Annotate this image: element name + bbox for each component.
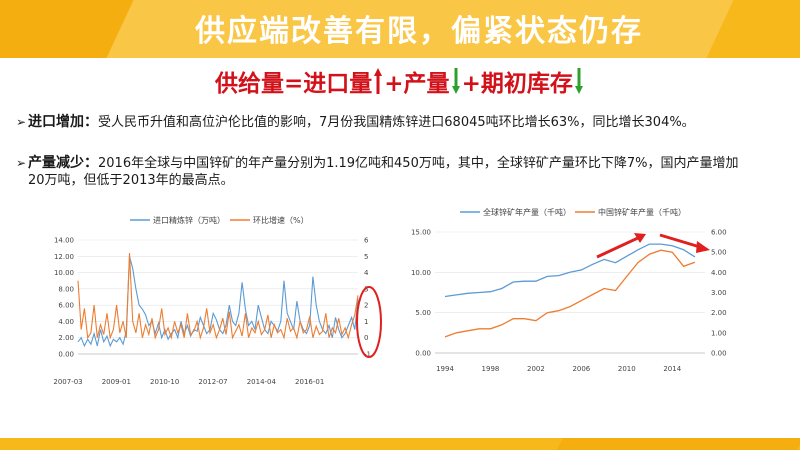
trend-arrow-up-icon [596, 233, 646, 259]
formula-part-inventory: +期初库存 [461, 71, 573, 97]
y-right-tick-label: 2 [364, 302, 368, 310]
y-right-tick-label: 1 [364, 318, 368, 326]
legend-china: 中国锌矿年产量（千吨） [598, 207, 686, 217]
bullet-arrow-icon: ➢ [16, 115, 27, 129]
arrow-down-icon [574, 68, 583, 94]
chart-legend: 全球锌矿年产量（千吨） 中国锌矿年产量（千吨） [460, 207, 686, 217]
y-axis-right: -1 0 1 2 3 4 5 6 [364, 237, 371, 359]
y-tick-label: 6.00 [58, 302, 74, 310]
x-tick-label: 2014-04 [247, 378, 277, 386]
footer-bar [0, 438, 800, 450]
bullet-import: ➢ 进口增加：受人民币升值和高位沪伦比值的影响，7月份我国精炼锌进口68045吨… [16, 114, 748, 131]
chart-legend: 进口精炼锌（万吨） 环比增速（%） [130, 215, 309, 225]
x-tick-label: 1998 [482, 365, 500, 373]
y-right-tick-label: 1.00 [711, 329, 727, 337]
y-right-tick-label: 5 [364, 253, 368, 261]
trend-arrow-down-icon [659, 233, 710, 253]
y-tick-label: 10.00 [411, 269, 431, 277]
supply-formula: 供给量=进口量 +产量 +期初库存 [215, 64, 585, 98]
x-tick-label: 2009-01 [102, 378, 131, 386]
footer-decoration [556, 438, 800, 450]
formula-part-import: 供给量=进口量 [215, 71, 373, 97]
arrow-down-icon [451, 68, 460, 94]
zinc-import-chart: 进口精炼锌（万吨） 环比增速（%） 0.002.004.006.008.0010… [53, 215, 382, 386]
series-line-china [444, 249, 696, 338]
y-axis-left: 0.00 2.00 4.00 6.00 8.00 10.00 12.00 14.00 [54, 237, 74, 359]
x-tick-label: 2016-01 [295, 378, 324, 386]
y-tick-label: 0.00 [415, 350, 431, 358]
x-tick-label: 2007-03 [53, 378, 82, 386]
bullet-heading: 产量减少： [28, 155, 98, 171]
x-tick-label: 2012-07 [198, 378, 227, 386]
y-tick-label: 4.00 [58, 318, 74, 326]
y-tick-label: 0.00 [58, 351, 74, 359]
y-right-tick-label: 4.00 [711, 269, 727, 277]
bullet-text: 2016年全球与中国锌矿的年产量分别为1.19亿吨和450万吨，其中，全球锌矿产… [28, 156, 739, 188]
y-tick-label: 15.00 [411, 229, 431, 237]
x-axis: 1994 1998 2002 2006 2010 2014 [435, 352, 705, 373]
y-right-tick-label: 3.00 [711, 289, 727, 297]
y-right-tick-label: 4 [364, 269, 369, 277]
x-tick-label: 1994 [436, 365, 454, 373]
series-line-global [444, 243, 696, 298]
legend-growth: 环比增速（%） [253, 215, 309, 225]
title-banner: 供应端改善有限，偏紧状态仍存 [0, 0, 800, 58]
x-tick-label: 2010 [618, 365, 636, 373]
legend-import: 进口精炼锌（万吨） [153, 215, 225, 225]
y-right-tick-label: 5.00 [711, 249, 727, 257]
x-tick-label: 2010-10 [150, 378, 179, 386]
y-right-tick-label: 0.00 [711, 350, 727, 358]
y-tick-label: 14.00 [54, 237, 74, 245]
y-right-tick-label: -1 [364, 351, 371, 359]
y-tick-label: 8.00 [58, 285, 74, 293]
formula-part-production: +产量 [384, 71, 450, 97]
legend-global: 全球锌矿年产量（千吨） [483, 207, 571, 217]
y-right-tick-label: 2.00 [711, 309, 727, 317]
series-line-import [77, 256, 359, 348]
bullet-heading: 进口增加： [28, 114, 98, 130]
zinc-production-chart: 全球锌矿年产量（千吨） 中国锌矿年产量（千吨） 0.00 5.00 10.00 15.… [411, 207, 727, 373]
x-axis: 2007-03 2009-01 2010-10 2012-07 2014-04 2016-… [53, 353, 358, 386]
bullet-production: ➢ 产量减少：2016年全球与中国锌矿的年产量分别为1.19亿吨和450万吨，其… [16, 155, 748, 189]
x-tick-label: 2014 [663, 365, 681, 373]
y-tick-label: 5.00 [415, 309, 431, 317]
y-axis-right: 0.00 1.00 2.00 3.00 4.00 5.00 6.00 [711, 229, 727, 358]
x-tick-label: 2002 [527, 365, 545, 373]
y-axis-left: 0.00 5.00 10.00 15.00 [411, 229, 431, 358]
series-line-growth [77, 252, 359, 340]
y-right-tick-label: 3 [364, 285, 368, 293]
page-title: 供应端改善有限，偏紧状态仍存 [195, 14, 643, 49]
y-tick-label: 2.00 [58, 334, 74, 342]
y-right-tick-label: 0 [364, 334, 368, 342]
y-tick-label: 12.00 [54, 253, 74, 261]
y-right-tick-label: 6 [364, 237, 369, 245]
y-tick-label: 10.00 [54, 269, 74, 277]
arrow-up-icon [374, 68, 383, 94]
x-tick-label: 2006 [572, 365, 590, 373]
highlight-circle [356, 286, 382, 358]
y-right-tick-label: 6.00 [711, 229, 727, 237]
bullet-arrow-icon: ➢ [16, 156, 27, 170]
bullet-text: 受人民币升值和高位沪伦比值的影响，7月份我国精炼锌进口68045吨环比增长63%… [98, 115, 695, 130]
